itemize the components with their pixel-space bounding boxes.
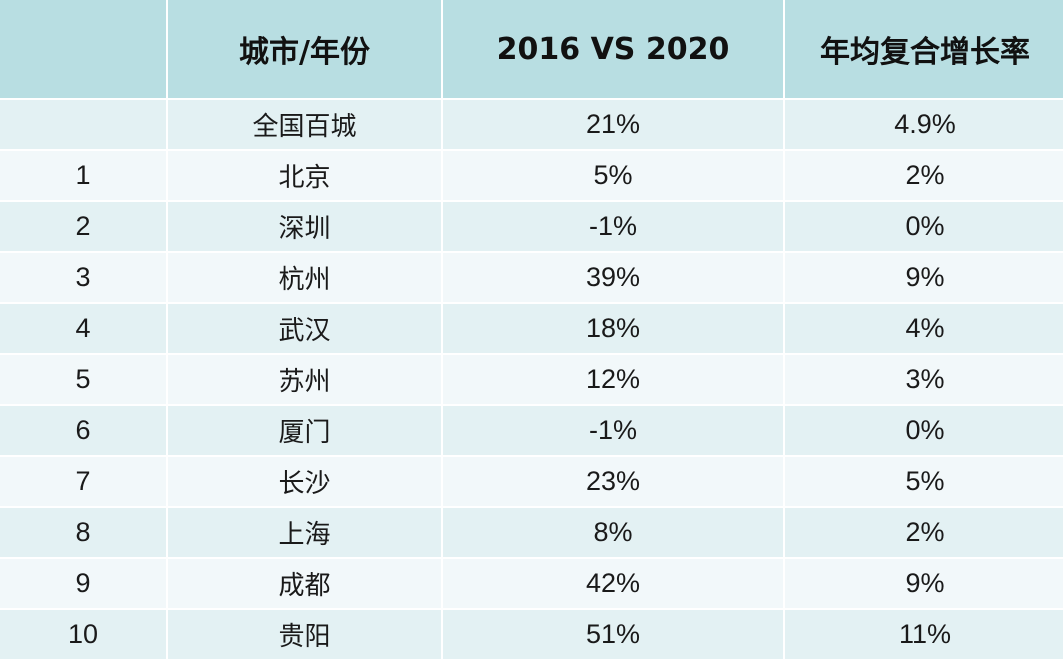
change-cell: 21% <box>443 100 783 149</box>
cagr-cell: 11% <box>785 610 1063 659</box>
cagr-cell: 0% <box>785 202 1063 251</box>
city-cell: 武汉 <box>168 304 441 353</box>
city-cell: 贵阳 <box>168 610 441 659</box>
city-cell: 北京 <box>168 151 441 200</box>
rank-cell: 5 <box>0 355 166 404</box>
change-cell: 12% <box>443 355 783 404</box>
rank-cell <box>0 100 166 149</box>
rank-cell: 4 <box>0 304 166 353</box>
city-cell: 杭州 <box>168 253 441 302</box>
cagr-cell: 2% <box>785 151 1063 200</box>
cagr-cell: 5% <box>785 457 1063 506</box>
city-cell: 苏州 <box>168 355 441 404</box>
rank-cell: 10 <box>0 610 166 659</box>
rank-cell: 1 <box>0 151 166 200</box>
rank-cell: 2 <box>0 202 166 251</box>
change-cell: 23% <box>443 457 783 506</box>
rank-cell: 8 <box>0 508 166 557</box>
cagr-cell: 2% <box>785 508 1063 557</box>
change-cell: 39% <box>443 253 783 302</box>
cagr-cell: 4% <box>785 304 1063 353</box>
change-cell: -1% <box>443 406 783 455</box>
rank-cell: 9 <box>0 559 166 608</box>
city-cell: 深圳 <box>168 202 441 251</box>
rank-cell: 3 <box>0 253 166 302</box>
change-cell: 18% <box>443 304 783 353</box>
rank-cell: 6 <box>0 406 166 455</box>
cagr-cell: 3% <box>785 355 1063 404</box>
header-cell: 2016 VS 2020 <box>443 0 783 98</box>
change-cell: 8% <box>443 508 783 557</box>
change-cell: 42% <box>443 559 783 608</box>
header-cell: 城市/年份 <box>168 0 441 98</box>
city-cell: 长沙 <box>168 457 441 506</box>
cagr-cell: 0% <box>785 406 1063 455</box>
cagr-cell: 9% <box>785 253 1063 302</box>
cagr-cell: 9% <box>785 559 1063 608</box>
city-cell: 成都 <box>168 559 441 608</box>
change-cell: 5% <box>443 151 783 200</box>
change-cell: 51% <box>443 610 783 659</box>
city-cell: 厦门 <box>168 406 441 455</box>
city-cell: 上海 <box>168 508 441 557</box>
change-cell: -1% <box>443 202 783 251</box>
city-cell: 全国百城 <box>168 100 441 149</box>
cagr-cell: 4.9% <box>785 100 1063 149</box>
header-corner <box>0 0 166 98</box>
header-cell: 年均复合增长率 <box>785 0 1063 98</box>
rank-cell: 7 <box>0 457 166 506</box>
